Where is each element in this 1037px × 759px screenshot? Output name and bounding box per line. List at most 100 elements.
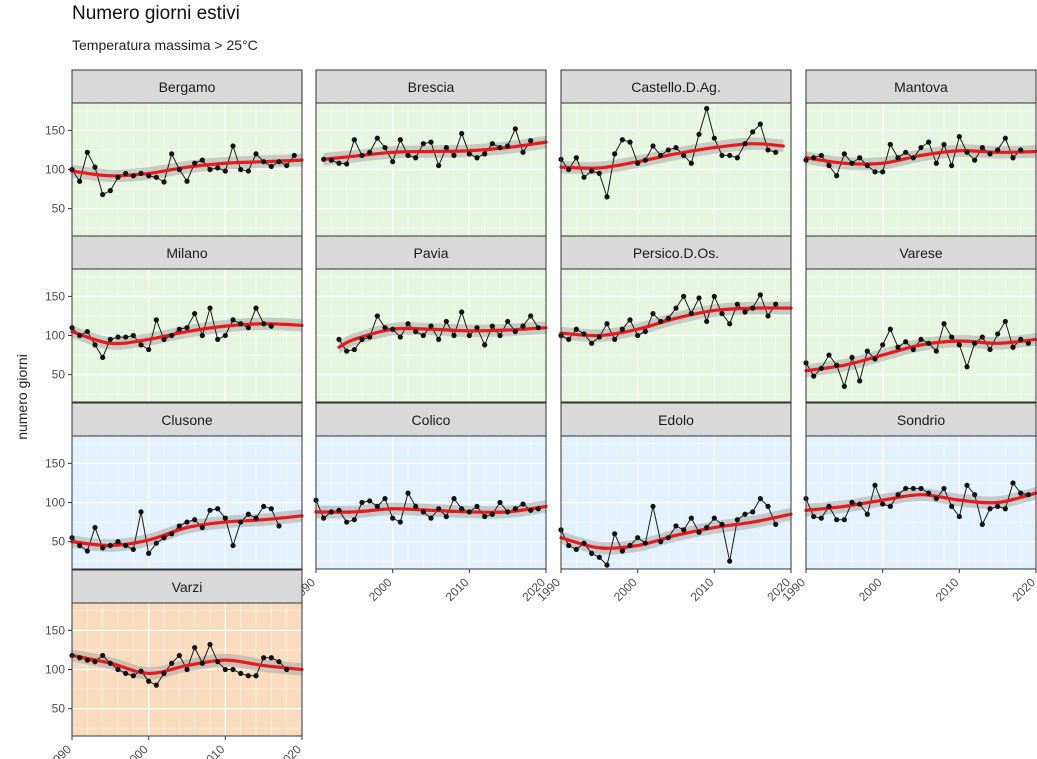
data-point bbox=[367, 498, 373, 504]
data-point bbox=[872, 169, 878, 175]
data-point bbox=[635, 160, 641, 166]
data-point bbox=[773, 301, 779, 307]
data-point bbox=[367, 149, 373, 155]
y-tick-label: 150 bbox=[45, 123, 65, 137]
data-point bbox=[184, 325, 190, 331]
data-point bbox=[466, 509, 472, 515]
data-point bbox=[933, 495, 939, 502]
panel-brescia: Brescia bbox=[315, 69, 548, 237]
data-point bbox=[987, 151, 993, 157]
data-point bbox=[979, 521, 985, 528]
data-point bbox=[650, 310, 656, 317]
strip-label: Pavia bbox=[413, 245, 448, 261]
data-point bbox=[321, 515, 327, 521]
data-point bbox=[230, 666, 236, 673]
data-point bbox=[596, 554, 602, 560]
data-point bbox=[482, 342, 488, 348]
data-point bbox=[374, 135, 380, 141]
y-tick-label: 150 bbox=[45, 456, 65, 470]
data-point bbox=[528, 313, 534, 319]
data-point bbox=[949, 334, 955, 340]
data-point bbox=[834, 173, 840, 179]
data-point bbox=[199, 157, 205, 163]
data-point bbox=[619, 548, 625, 554]
data-point bbox=[107, 336, 113, 343]
data-point bbox=[696, 529, 702, 535]
data-point bbox=[238, 670, 244, 677]
data-point bbox=[176, 326, 182, 332]
data-point bbox=[276, 659, 282, 665]
data-point bbox=[1018, 490, 1024, 496]
data-point bbox=[253, 515, 259, 521]
data-point bbox=[192, 644, 198, 651]
data-point bbox=[681, 152, 687, 159]
data-point bbox=[215, 336, 221, 343]
data-point bbox=[428, 323, 434, 329]
data-point bbox=[459, 309, 465, 315]
data-point bbox=[420, 509, 426, 515]
data-point bbox=[351, 517, 357, 523]
data-point bbox=[390, 159, 396, 165]
data-point bbox=[995, 147, 1001, 153]
data-point bbox=[261, 503, 267, 510]
data-point bbox=[589, 168, 595, 174]
data-point bbox=[826, 503, 832, 510]
data-point bbox=[864, 348, 870, 354]
data-point bbox=[291, 152, 297, 159]
data-point bbox=[77, 178, 83, 184]
data-point bbox=[420, 332, 426, 339]
data-point bbox=[949, 162, 955, 169]
data-point bbox=[520, 501, 526, 507]
data-point bbox=[773, 149, 779, 155]
data-point bbox=[92, 524, 98, 531]
strip-background bbox=[805, 69, 1037, 104]
data-point bbox=[918, 144, 924, 151]
panel-varese: Varese bbox=[803, 235, 1037, 403]
data-point bbox=[727, 558, 733, 564]
data-point bbox=[604, 321, 610, 327]
data-point bbox=[489, 141, 495, 147]
strip-label: Persico.D.Os. bbox=[633, 245, 719, 261]
data-point bbox=[359, 336, 365, 343]
data-point bbox=[750, 129, 756, 135]
data-point bbox=[482, 513, 488, 520]
data-point bbox=[397, 137, 403, 143]
data-point bbox=[880, 169, 886, 175]
data-point bbox=[903, 485, 909, 492]
x-tick-label: 2010 bbox=[688, 575, 717, 604]
data-point bbox=[512, 506, 518, 512]
data-point bbox=[1002, 318, 1008, 325]
data-point bbox=[841, 151, 847, 157]
data-point bbox=[841, 517, 847, 523]
data-point bbox=[276, 159, 282, 165]
data-point bbox=[818, 365, 824, 371]
data-point bbox=[336, 160, 342, 166]
data-point bbox=[443, 513, 449, 520]
data-point bbox=[711, 293, 717, 299]
data-point bbox=[161, 670, 167, 677]
data-point bbox=[123, 170, 129, 177]
data-point bbox=[284, 162, 290, 169]
data-point bbox=[956, 342, 962, 348]
x-tick-label: 2000 bbox=[122, 742, 151, 759]
strip-background bbox=[560, 69, 792, 104]
data-point bbox=[222, 168, 228, 174]
data-point bbox=[268, 163, 274, 169]
data-point bbox=[811, 513, 817, 520]
data-point bbox=[964, 149, 970, 155]
y-tick-label: 50 bbox=[52, 202, 66, 216]
data-point bbox=[436, 162, 442, 169]
data-point bbox=[100, 545, 106, 551]
data-point bbox=[520, 149, 526, 155]
data-point bbox=[604, 562, 610, 568]
data-point bbox=[107, 660, 113, 666]
data-point bbox=[390, 326, 396, 332]
data-point bbox=[351, 137, 357, 143]
data-point bbox=[949, 503, 955, 510]
strip-background bbox=[71, 235, 303, 270]
data-point bbox=[207, 166, 213, 173]
data-point bbox=[153, 317, 159, 323]
data-point bbox=[757, 121, 763, 127]
